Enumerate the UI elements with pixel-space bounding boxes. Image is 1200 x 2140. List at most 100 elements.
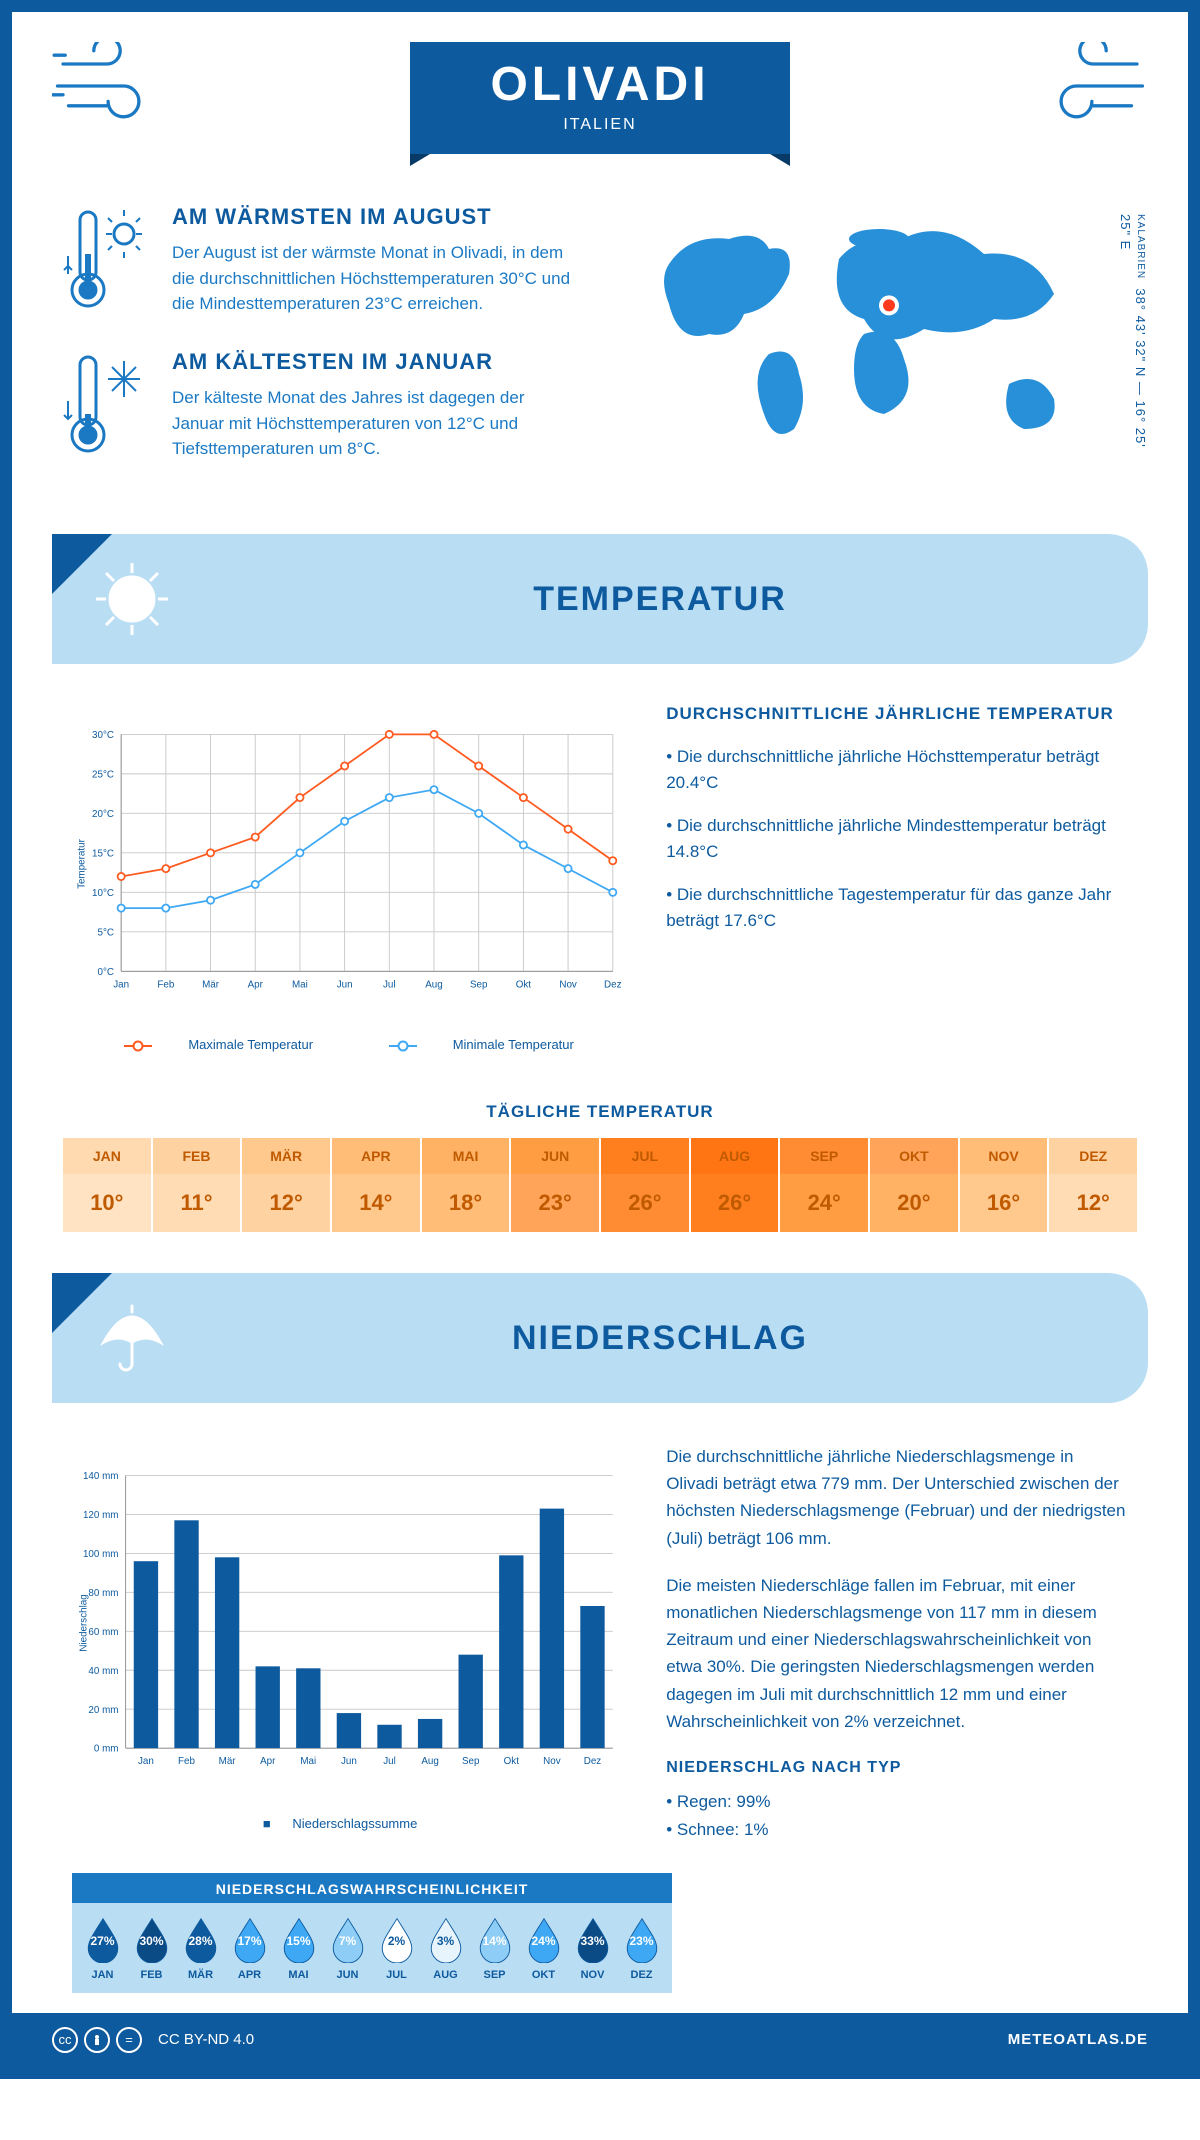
svg-text:Mär: Mär bbox=[202, 979, 220, 990]
svg-text:0 mm: 0 mm bbox=[94, 1744, 119, 1755]
svg-text:Sep: Sep bbox=[470, 979, 488, 990]
fact-warm-title: AM WÄRMSTEN IM AUGUST bbox=[172, 204, 580, 230]
svg-text:Dez: Dez bbox=[584, 1756, 602, 1767]
temp-cell: MÄR12° bbox=[242, 1138, 332, 1232]
prob-cell: 30%FEB bbox=[127, 1915, 176, 1981]
svg-text:Sep: Sep bbox=[462, 1756, 480, 1767]
prob-cell: 3%AUG bbox=[421, 1915, 470, 1981]
section-title: NIEDERSCHLAG bbox=[202, 1319, 1118, 1358]
prob-cell: 14%SEP bbox=[470, 1915, 519, 1981]
prob-title: NIEDERSCHLAGSWAHRSCHEINLICHKEIT bbox=[72, 1875, 672, 1903]
svg-text:Jun: Jun bbox=[341, 1756, 357, 1767]
temp-bullet: • Die durchschnittliche jährliche Höchst… bbox=[666, 744, 1128, 795]
sun-icon bbox=[92, 559, 172, 639]
temp-text-title: DURCHSCHNITTLICHE JÄHRLICHE TEMPERATUR bbox=[666, 704, 1128, 724]
svg-text:Apr: Apr bbox=[248, 979, 264, 990]
chart-legend: Maximale Temperatur Minimale Temperatur bbox=[72, 1037, 626, 1052]
fact-cold-title: AM KÄLTESTEN IM JANUAR bbox=[172, 349, 580, 375]
precip-type-item: • Regen: 99% bbox=[666, 1788, 1128, 1815]
prob-cell: 2%JUL bbox=[372, 1915, 421, 1981]
precipitation-bar-chart: 0 mm20 mm40 mm60 mm80 mm100 mm120 mm140 … bbox=[72, 1443, 626, 1843]
svg-text:Jul: Jul bbox=[383, 979, 396, 990]
precip-type-title: NIEDERSCHLAG NACH TYP bbox=[666, 1755, 1128, 1781]
temp-cell: MAI18° bbox=[422, 1138, 512, 1232]
svg-text:100 mm: 100 mm bbox=[83, 1549, 119, 1560]
thermometer-cold-icon bbox=[62, 349, 152, 464]
section-title: TEMPERATUR bbox=[202, 580, 1118, 619]
temp-cell: FEB11° bbox=[153, 1138, 243, 1232]
prob-cell: 28%MÄR bbox=[176, 1915, 225, 1981]
svg-text:0°C: 0°C bbox=[98, 967, 115, 978]
precip-type-item: • Schnee: 1% bbox=[666, 1816, 1128, 1843]
temp-cell: OKT20° bbox=[870, 1138, 960, 1232]
svg-text:Niederschlag: Niederschlag bbox=[78, 1594, 89, 1651]
svg-text:Nov: Nov bbox=[559, 979, 577, 990]
temp-bullet: • Die durchschnittliche Tagestemperatur … bbox=[666, 882, 1128, 933]
license-text: CC BY-ND 4.0 bbox=[158, 2031, 254, 2048]
daily-temp-title: TÄGLICHE TEMPERATUR bbox=[12, 1102, 1188, 1122]
temp-cell: APR14° bbox=[332, 1138, 422, 1232]
svg-text:Mär: Mär bbox=[219, 1756, 237, 1767]
svg-text:Temperatur: Temperatur bbox=[77, 838, 88, 888]
svg-text:Jul: Jul bbox=[383, 1756, 396, 1767]
svg-text:Feb: Feb bbox=[157, 979, 174, 990]
chart-legend: ■ Niederschlagssumme bbox=[72, 1816, 626, 1831]
prob-cell: 17%APR bbox=[225, 1915, 274, 1981]
prob-cell: 33%NOV bbox=[568, 1915, 617, 1981]
site-name: METEOATLAS.DE bbox=[1008, 2031, 1148, 2048]
precip-probability-box: NIEDERSCHLAGSWAHRSCHEINLICHKEIT 27%JAN30… bbox=[72, 1873, 672, 1993]
svg-text:Aug: Aug bbox=[425, 979, 443, 990]
prob-cell: 23%DEZ bbox=[617, 1915, 666, 1981]
coordinates: KALABRIEN 38° 43' 32" N — 16° 25' 25" E bbox=[1118, 214, 1148, 464]
svg-text:Jan: Jan bbox=[113, 979, 129, 990]
precip-paragraph: Die durchschnittliche jährliche Niedersc… bbox=[666, 1443, 1128, 1552]
umbrella-icon bbox=[92, 1298, 172, 1378]
cc-icon: cc bbox=[52, 2027, 78, 2053]
svg-text:Mai: Mai bbox=[300, 1756, 316, 1767]
section-temperature: TEMPERATUR bbox=[52, 534, 1148, 664]
wind-icon bbox=[1038, 42, 1148, 132]
svg-text:Jan: Jan bbox=[138, 1756, 154, 1767]
svg-text:25°C: 25°C bbox=[92, 769, 114, 780]
temp-cell: DEZ12° bbox=[1049, 1138, 1137, 1232]
temp-cell: SEP24° bbox=[780, 1138, 870, 1232]
wind-icon bbox=[52, 42, 162, 132]
svg-text:Okt: Okt bbox=[516, 979, 532, 990]
precip-paragraph: Die meisten Niederschläge fallen im Febr… bbox=[666, 1572, 1128, 1735]
svg-text:20 mm: 20 mm bbox=[88, 1705, 118, 1716]
svg-text:30°C: 30°C bbox=[92, 730, 114, 741]
license-badges: cc = CC BY-ND 4.0 bbox=[52, 2027, 254, 2053]
svg-text:Dez: Dez bbox=[604, 979, 622, 990]
svg-text:80 mm: 80 mm bbox=[88, 1588, 118, 1599]
temp-bullet: • Die durchschnittliche jährliche Mindes… bbox=[666, 813, 1128, 864]
city-title: OLIVADI bbox=[490, 57, 709, 112]
svg-text:5°C: 5°C bbox=[98, 927, 115, 938]
section-precipitation: NIEDERSCHLAG bbox=[52, 1273, 1148, 1403]
fact-cold-text: Der kälteste Monat des Jahres ist dagege… bbox=[172, 385, 580, 462]
temp-cell: AUG26° bbox=[691, 1138, 781, 1232]
svg-text:10°C: 10°C bbox=[92, 888, 114, 899]
prob-cell: 15%MAI bbox=[274, 1915, 323, 1981]
prob-cell: 27%JAN bbox=[78, 1915, 127, 1981]
footer: cc = CC BY-ND 4.0 METEOATLAS.DE bbox=[12, 2013, 1188, 2067]
world-map: KALABRIEN 38° 43' 32" N — 16° 25' 25" E bbox=[620, 204, 1138, 464]
svg-text:Feb: Feb bbox=[178, 1756, 195, 1767]
fact-warmest: AM WÄRMSTEN IM AUGUST Der August ist der… bbox=[62, 204, 580, 319]
title-banner: OLIVADI ITALIEN bbox=[410, 42, 789, 154]
fact-coldest: AM KÄLTESTEN IM JANUAR Der kälteste Mona… bbox=[62, 349, 580, 464]
svg-text:40 mm: 40 mm bbox=[88, 1666, 118, 1677]
prob-cell: 24%OKT bbox=[519, 1915, 568, 1981]
daily-temp-strip: JAN10°FEB11°MÄR12°APR14°MAI18°JUN23°JUL2… bbox=[62, 1137, 1138, 1233]
svg-text:Apr: Apr bbox=[260, 1756, 276, 1767]
svg-text:Okt: Okt bbox=[504, 1756, 520, 1767]
svg-text:Jun: Jun bbox=[337, 979, 353, 990]
thermometer-hot-icon bbox=[62, 204, 152, 319]
prob-cell: 7%JUN bbox=[323, 1915, 372, 1981]
svg-text:20°C: 20°C bbox=[92, 809, 114, 820]
temperature-line-chart: 0°C 5°C 10°C 15°C 20°C 25°C 30°C Jan Feb Mär Apr Ma… bbox=[72, 704, 626, 1052]
svg-text:15°C: 15°C bbox=[92, 848, 114, 859]
by-icon bbox=[84, 2027, 110, 2053]
header: OLIVADI ITALIEN bbox=[12, 12, 1188, 194]
temp-cell: NOV16° bbox=[960, 1138, 1050, 1232]
svg-text:60 mm: 60 mm bbox=[88, 1627, 118, 1638]
